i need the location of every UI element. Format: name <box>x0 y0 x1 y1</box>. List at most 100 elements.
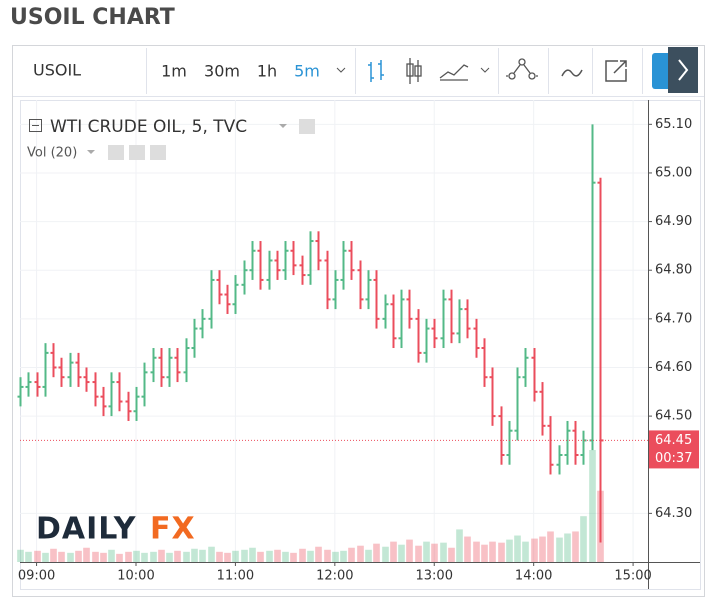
volume-bar <box>373 543 380 562</box>
last-price-tag <box>649 430 699 469</box>
dropdown-icon[interactable] <box>480 67 490 73</box>
volume-bar <box>431 543 438 562</box>
compare-icon[interactable] <box>506 58 538 80</box>
volume-bar <box>489 541 496 562</box>
volume-bar <box>415 545 422 562</box>
volume-bar <box>282 551 289 562</box>
volume-bar <box>506 539 513 562</box>
volume-bar <box>125 551 132 562</box>
close-icon[interactable] <box>150 145 166 160</box>
chevron <box>678 59 689 81</box>
volume-bar <box>539 536 546 562</box>
interval-button[interactable]: 1h <box>257 62 277 81</box>
volume-bar <box>514 535 521 562</box>
bars-icon[interactable] <box>368 60 384 82</box>
y-tick-label: 64.60 <box>655 360 692 375</box>
volume-bar <box>365 549 372 562</box>
volume-bar <box>348 547 355 562</box>
volume-bar <box>191 548 198 562</box>
interval-button[interactable]: 1m <box>161 62 187 81</box>
area-icon[interactable] <box>439 64 469 81</box>
eye-icon[interactable] <box>108 145 124 160</box>
volume-bar <box>340 550 347 562</box>
intervals: 1m 30m 1h 5m <box>161 62 320 81</box>
x-tick-label: 09:00 <box>18 569 55 584</box>
volume-bar <box>208 546 215 562</box>
volume-bar <box>307 550 314 562</box>
volume-bar <box>423 541 430 562</box>
volume-bar <box>42 552 49 562</box>
volume-bar <box>183 551 190 562</box>
x-tick-label: 13:00 <box>416 569 453 584</box>
volume-bar <box>398 544 405 562</box>
volume-legend: Vol (20) <box>27 146 77 161</box>
dropdown-icon[interactable] <box>87 150 95 154</box>
settings-icon[interactable] <box>129 145 145 160</box>
volume-bar <box>332 551 339 562</box>
y-tick-label: 65.10 <box>655 117 692 132</box>
axes: 64.30 64.50 64.60 64.70 64.80 64.90 65.00 65.10… <box>18 117 699 584</box>
y-tick-label: 64.80 <box>655 263 692 278</box>
eye-icon[interactable] <box>299 119 315 134</box>
volume-bar <box>440 542 447 562</box>
series-legend: WTI CRUDE OIL, 5, TVC <box>50 117 247 137</box>
frame <box>12 45 705 597</box>
volume-bar <box>34 550 41 562</box>
volume <box>17 450 604 562</box>
y-tick-label: 64.30 <box>655 506 692 521</box>
volume-bar <box>382 546 389 562</box>
interval-button[interactable]: 5m <box>294 62 320 81</box>
collapse-icon[interactable] <box>29 119 42 132</box>
volume-bar <box>357 545 364 562</box>
volume-bar <box>464 536 471 562</box>
volume-bar <box>481 544 488 562</box>
volume-bar <box>67 552 74 562</box>
volume-bar <box>290 552 297 562</box>
popout-icon[interactable] <box>605 60 627 82</box>
volume-bar <box>456 529 463 562</box>
volume-bar <box>274 549 281 562</box>
volume-bar <box>249 547 256 562</box>
x-tick-label: 15:00 <box>614 569 651 584</box>
x-tick-label: 10:00 <box>117 569 154 584</box>
volume-bar <box>158 549 165 562</box>
volume-bar <box>100 552 107 562</box>
countdown-label: 00:37 <box>655 451 692 466</box>
y-tick-label: 64.90 <box>655 214 692 229</box>
volume-bar <box>17 549 24 562</box>
symbol[interactable]: USOIL <box>33 61 81 80</box>
indicators-icon[interactable] <box>561 69 583 77</box>
volume-bar <box>580 516 587 562</box>
volume-bar <box>199 549 206 562</box>
volume-bar <box>498 542 505 562</box>
y-tick-label: 64.70 <box>655 311 692 326</box>
volume-bar <box>241 549 248 562</box>
volume-bar <box>324 549 331 562</box>
watermark-daily: DAILY <box>36 512 137 547</box>
volume-bar <box>531 538 538 562</box>
volume-bar <box>75 550 82 562</box>
volume-bar <box>58 551 65 562</box>
volume-bar <box>448 547 455 562</box>
scroll-button[interactable] <box>668 47 698 93</box>
volume-bar <box>150 551 157 562</box>
volume-bar <box>216 551 223 562</box>
volume-bar <box>141 552 148 562</box>
volume-bar <box>116 553 123 562</box>
last-price-label: 64.45 <box>655 433 692 448</box>
dropdown-icon[interactable] <box>279 124 287 128</box>
page-title: USOIL CHART <box>10 5 175 30</box>
volume-bar <box>522 541 529 562</box>
volume-bar <box>174 550 181 562</box>
volume-bar <box>547 531 554 562</box>
candles-icon[interactable] <box>406 58 422 84</box>
volume-bar <box>406 539 413 562</box>
watermark-fx: FX <box>150 512 196 547</box>
interval-button[interactable]: 30m <box>204 62 240 81</box>
x-tick-label: 12:00 <box>316 569 353 584</box>
dropdown-icon[interactable] <box>336 67 346 73</box>
volume-bar <box>92 551 99 562</box>
volume-bar <box>556 537 563 562</box>
volume-bar <box>315 546 322 562</box>
